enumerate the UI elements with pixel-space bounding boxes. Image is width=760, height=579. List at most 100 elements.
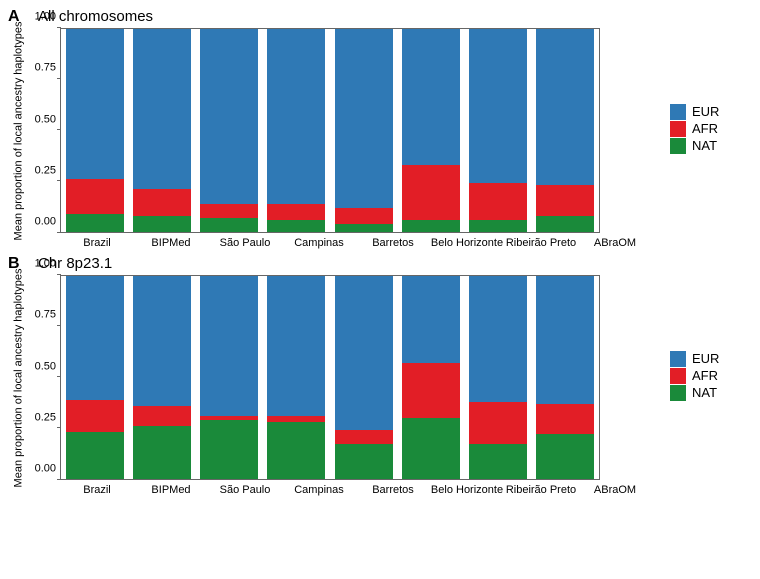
bar-segment-nat	[335, 224, 393, 232]
bar-segment-afr	[402, 165, 460, 220]
y-tick-label: 0.25	[35, 165, 60, 176]
bar-segment-eur	[469, 276, 527, 402]
legend-swatch	[670, 351, 686, 367]
legend-label: EUR	[692, 104, 719, 119]
bar-segment-afr	[335, 208, 393, 224]
x-tick-label: Ribeirão Preto	[504, 480, 578, 496]
bar-segment-eur	[200, 29, 258, 204]
x-tick-label: BIPMed	[134, 233, 208, 249]
x-tick-label: Brazil	[60, 233, 134, 249]
bar-segment-nat	[66, 432, 124, 479]
bar-segment-nat	[267, 422, 325, 479]
bar-segment-afr	[335, 430, 393, 444]
bar-segment-eur	[335, 276, 393, 430]
stacked-bar	[335, 29, 393, 232]
legend-swatch	[670, 121, 686, 137]
bar-segment-eur	[469, 29, 527, 183]
bar-segment-nat	[402, 418, 460, 479]
chart-panel: BChr 8p23.1Mean proportion of local ance…	[8, 255, 752, 496]
legend-label: EUR	[692, 351, 719, 366]
y-tick-label: 1.00	[35, 259, 60, 270]
bar-segment-eur	[267, 276, 325, 416]
bar-segment-eur	[335, 29, 393, 208]
bar-segment-afr	[66, 179, 124, 214]
chart-frame	[60, 28, 600, 233]
bar-segment-eur	[402, 276, 460, 363]
x-tick-label: São Paulo	[208, 480, 282, 496]
stacked-bar	[469, 29, 527, 232]
bar-segment-eur	[536, 276, 594, 404]
x-tick-label: Belo Horizonte	[430, 480, 504, 496]
y-tick-label: 0.50	[35, 114, 60, 125]
y-tick-label: 0.00	[35, 464, 60, 475]
stacked-bar	[66, 276, 124, 479]
y-tick-label: 0.50	[35, 361, 60, 372]
bar-segment-eur	[536, 29, 594, 185]
legend-item: AFR	[670, 121, 719, 137]
x-tick-label: Campinas	[282, 480, 356, 496]
legend-swatch	[670, 385, 686, 401]
stacked-bar	[267, 276, 325, 479]
x-tick-label: ABraOM	[578, 480, 652, 496]
legend-item: NAT	[670, 385, 719, 401]
stacked-bar	[335, 276, 393, 479]
legend-label: AFR	[692, 368, 718, 383]
bar-segment-afr	[200, 204, 258, 218]
bar-segment-nat	[133, 216, 191, 232]
x-tick-label: Barretos	[356, 480, 430, 496]
bar-segment-afr	[402, 363, 460, 418]
chart-frame	[60, 275, 600, 480]
y-axis-label: Mean proportion of local ancestry haplot…	[12, 268, 24, 487]
bar-segment-afr	[267, 204, 325, 220]
legend-swatch	[670, 368, 686, 384]
x-tick-label: ABraOM	[578, 233, 652, 249]
bar-segment-eur	[66, 276, 124, 400]
stacked-bar	[402, 276, 460, 479]
legend-item: EUR	[670, 104, 719, 120]
bar-segment-nat	[469, 220, 527, 232]
chart-block: BChr 8p23.1Mean proportion of local ance…	[8, 255, 652, 496]
bar-segment-eur	[402, 29, 460, 165]
stacked-bar	[133, 276, 191, 479]
x-tick-label: Ribeirão Preto	[504, 233, 578, 249]
legend: EUR AFR NAT	[670, 350, 719, 402]
legend: EUR AFR NAT	[670, 103, 719, 155]
bar-segment-nat	[200, 420, 258, 479]
y-tick-label: 0.00	[35, 217, 60, 228]
stacked-bar	[200, 276, 258, 479]
x-tick-label: Barretos	[356, 233, 430, 249]
bar-segment-afr	[66, 400, 124, 432]
bar-segment-nat	[200, 218, 258, 232]
x-tick-label: Campinas	[282, 233, 356, 249]
bar-segment-eur	[133, 29, 191, 189]
bar-segment-eur	[267, 29, 325, 204]
x-tick-label: Belo Horizonte	[430, 233, 504, 249]
bar-segment-nat	[402, 220, 460, 232]
bar-segment-nat	[469, 444, 527, 479]
legend-label: NAT	[692, 138, 717, 153]
legend-swatch	[670, 138, 686, 154]
bar-segment-eur	[66, 29, 124, 179]
legend-label: AFR	[692, 121, 718, 136]
bar-segment-nat	[267, 220, 325, 232]
legend-swatch	[670, 104, 686, 120]
x-tick-label: BIPMed	[134, 480, 208, 496]
stacked-bar	[200, 29, 258, 232]
x-tick-label: São Paulo	[208, 233, 282, 249]
bar-segment-nat	[66, 214, 124, 232]
stacked-bar	[536, 29, 594, 232]
y-axis-label: Mean proportion of local ancestry haplot…	[12, 21, 24, 240]
chart-panel: AAll chromosomesMean proportion of local…	[8, 8, 752, 249]
stacked-bar	[536, 276, 594, 479]
bar-segment-afr	[536, 404, 594, 434]
legend-label: NAT	[692, 385, 717, 400]
stacked-bar	[133, 29, 191, 232]
bar-segment-eur	[133, 276, 191, 406]
y-tick-label: 0.75	[35, 63, 60, 74]
y-tick-label: 0.25	[35, 412, 60, 423]
bar-segment-afr	[536, 185, 594, 215]
stacked-bar	[267, 29, 325, 232]
bar-segment-nat	[536, 434, 594, 479]
y-tick-label: 0.75	[35, 310, 60, 321]
bar-segment-nat	[133, 426, 191, 479]
